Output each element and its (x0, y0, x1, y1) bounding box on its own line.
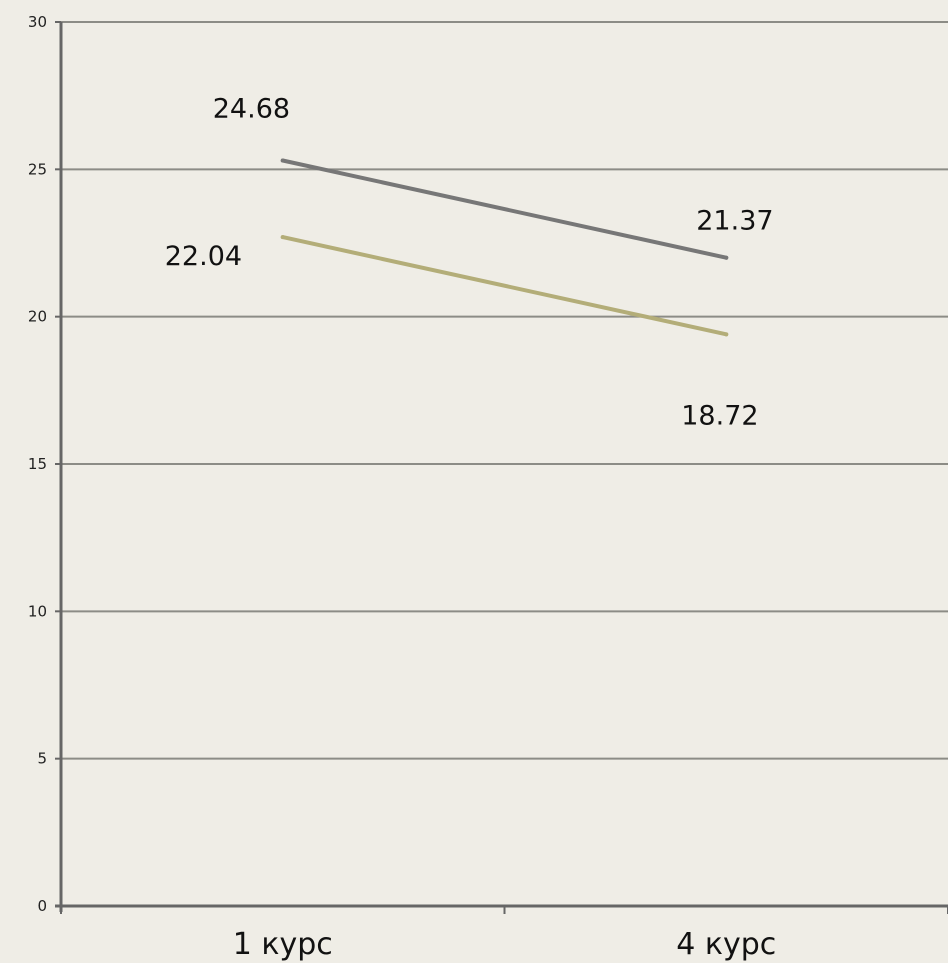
data-label: 18.72 (681, 400, 758, 431)
series-line-2 (280, 235, 729, 337)
x-tick-label: 4 курс (676, 927, 776, 962)
data-labels: 24.68 21.37 22.04 18.72 (165, 93, 774, 431)
y-tick-label: 0 (37, 897, 47, 915)
series-line-1 (280, 158, 729, 260)
y-tick-label: 30 (28, 13, 47, 31)
data-label: 22.04 (165, 241, 242, 272)
series-lines (280, 158, 729, 337)
y-tick-label: 15 (28, 455, 47, 473)
data-point (724, 255, 729, 260)
data-label: 21.37 (696, 206, 773, 237)
gridlines (61, 21, 948, 760)
data-point (724, 332, 729, 337)
data-point (280, 158, 285, 163)
data-point (280, 235, 285, 240)
data-label: 24.68 (213, 93, 290, 124)
y-tick-label: 20 (28, 308, 47, 326)
y-tick-label: 5 (37, 750, 47, 768)
y-tick-label: 25 (28, 160, 47, 178)
axes: 0 5 10 15 20 25 30 1 курс 4 курс (28, 13, 948, 962)
x-tick-label: 1 курс (233, 927, 333, 962)
y-tick-label: 10 (28, 602, 47, 620)
